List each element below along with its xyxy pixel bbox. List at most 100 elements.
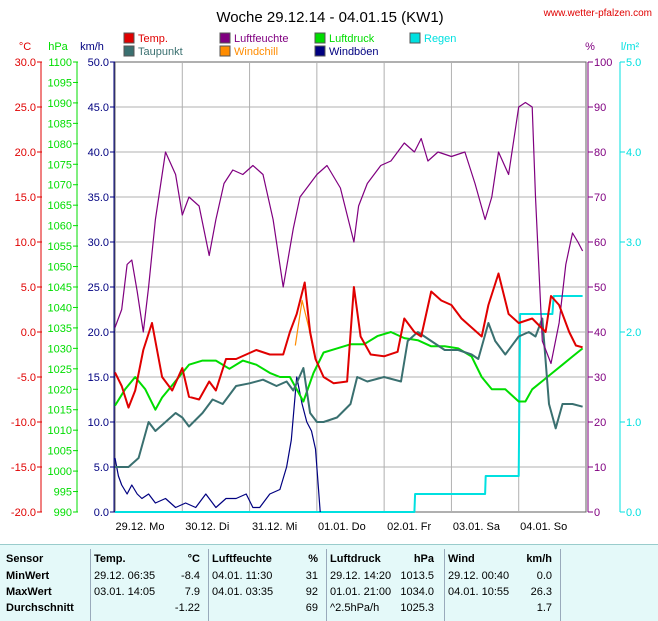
series-line-windboeen xyxy=(114,376,321,513)
humidity-axis-tick-label: 50 xyxy=(594,282,606,294)
x-tick-label: 03.01. Sa xyxy=(453,521,501,533)
wind-unit-label: km/h xyxy=(80,41,104,53)
stats-header: Wind xyxy=(448,553,475,565)
series-line-luftfeuchte xyxy=(114,101,584,365)
pressure-axis-tick-label: 1030 xyxy=(48,343,72,355)
chart-title: Woche 29.12.14 - 04.01.15 (KW1) xyxy=(216,9,443,26)
pressure-axis-tick-label: 1015 xyxy=(48,405,72,417)
stats-temp-value: 7.9 xyxy=(184,586,200,598)
pressure-axis-tick-label: 1000 xyxy=(48,466,72,478)
rain-axis-tick-label: 0.0 xyxy=(626,507,641,519)
pressure-axis-tick-label: 1025 xyxy=(48,364,72,376)
stats-humidity-value: 31 xyxy=(305,570,318,582)
temp-axis-tick-label: -10.0 xyxy=(11,417,36,429)
legend-label-temp: Temp. xyxy=(138,33,168,45)
stats-header: Luftdruck xyxy=(330,553,381,565)
humidity-axis-tick-label: 0 xyxy=(594,507,600,519)
table-column-divider xyxy=(444,549,445,621)
stats-wind-value: 0.0 xyxy=(536,570,552,582)
humidity-axis-tick-label: 20 xyxy=(594,417,606,429)
pressure-axis-tick-label: 1010 xyxy=(48,425,72,437)
stats-pressure-time: 01.01. 21:00 xyxy=(330,586,392,598)
stats-header: Temp. xyxy=(94,553,126,565)
pressure-axis-tick-label: 1055 xyxy=(48,241,72,253)
temp-axis-tick-label: 10.0 xyxy=(15,237,36,249)
table-column-divider xyxy=(560,549,561,621)
humidity-axis-tick-label: 100 xyxy=(594,57,612,69)
stats-wind-time: 04.01. 10:55 xyxy=(448,586,510,598)
pressure-axis-tick-label: 1095 xyxy=(48,77,72,89)
series-line-taupunkt xyxy=(115,317,583,468)
table-column-divider xyxy=(208,549,209,621)
stats-header: hPa xyxy=(413,553,434,565)
wind-axis-tick-label: 30.0 xyxy=(88,237,109,249)
x-tick-label: 01.01. Do xyxy=(318,521,366,533)
stats-pressure-value: 1013.5 xyxy=(400,570,434,582)
humidity-unit-label: % xyxy=(585,41,595,53)
stats-pressure-time: 29.12. 14:20 xyxy=(330,570,392,582)
x-tick-label: 29.12. Mo xyxy=(116,521,165,533)
pressure-axis-tick-label: 1090 xyxy=(48,98,72,110)
rain-axis-tick-label: 3.0 xyxy=(626,237,641,249)
temp-axis-tick-label: -15.0 xyxy=(11,462,36,474)
rain-axis-tick-label: 4.0 xyxy=(626,147,641,159)
stats-table: Sensor Temp. °C Luftfeuchte% Luftdruck hPa Win… xyxy=(0,544,658,621)
rain-axis-tick-label: 1.0 xyxy=(626,417,641,429)
stats-humidity-value: 69 xyxy=(305,602,318,614)
legend-label-windchill: Windchill xyxy=(234,46,278,58)
wind-axis-tick-label: 10.0 xyxy=(88,417,109,429)
stats-header: km/h xyxy=(526,553,552,565)
pressure-axis-tick-label: 1065 xyxy=(48,200,72,212)
humidity-axis-tick-label: 40 xyxy=(594,327,606,339)
legend-swatch-luftfeuchte xyxy=(219,32,231,44)
legend-swatch-windboeen xyxy=(314,45,326,57)
stats-temp-time: 29.12. 06:35 xyxy=(94,570,156,582)
stats-temp-time: 03.01. 14:05 xyxy=(94,586,156,598)
wind-axis-tick-label: 35.0 xyxy=(88,192,109,204)
pressure-axis-tick-label: 1085 xyxy=(48,118,72,130)
pressure-axis-tick-label: 1100 xyxy=(48,57,72,69)
legend-swatch-windchill xyxy=(219,45,231,57)
legend-label-windboeen: Windböen xyxy=(329,46,379,58)
chart-grid xyxy=(114,61,587,513)
stats-wind-value: 1.7 xyxy=(536,602,552,614)
pressure-axis-tick-label: 1005 xyxy=(48,446,72,458)
humidity-axis-tick-label: 90 xyxy=(594,102,606,114)
x-tick-label: 31.12. Mi xyxy=(252,521,297,533)
series-line-regen xyxy=(115,295,583,513)
pressure-axis-tick-label: 1060 xyxy=(48,221,72,233)
wind-axis-tick-label: 25.0 xyxy=(88,282,109,294)
pressure-axis-tick-label: 995 xyxy=(54,487,72,499)
temp-axis-tick-label: 25.0 xyxy=(15,102,36,114)
temp-axis-tick-label: 15.0 xyxy=(15,192,36,204)
pressure-unit-label: hPa xyxy=(48,41,68,53)
stats-header: Luftfeuchte xyxy=(212,553,272,565)
stats-row-label: MinWert xyxy=(6,570,50,582)
temp-axis-tick-label: 30.0 xyxy=(15,57,36,69)
rain-unit-label: l/m² xyxy=(621,41,640,53)
axes-layer: 30.0 25.0 20.0 15.0 10.0 5.0 0.0 -5.0 -10.0 -15.0… xyxy=(11,41,641,533)
temp-axis-tick-label: -5.0 xyxy=(17,372,36,384)
wind-axis-tick-label: 0.0 xyxy=(94,507,109,519)
wind-axis-tick-label: 15.0 xyxy=(88,372,109,384)
stats-temp-value: -1.22 xyxy=(174,602,200,614)
humidity-axis-tick-label: 30 xyxy=(594,372,606,384)
legend-label-taupunkt: Taupunkt xyxy=(138,46,183,58)
pressure-axis-tick-label: 1035 xyxy=(48,323,72,335)
pressure-axis-tick-label: 1070 xyxy=(48,180,72,192)
series-line-temp xyxy=(114,272,583,409)
temp-axis-tick-label: 20.0 xyxy=(15,147,36,159)
legend-swatch-regen xyxy=(409,32,421,44)
pressure-axis-tick-label: 1045 xyxy=(48,282,72,294)
stats-humidity-value: 92 xyxy=(305,586,318,598)
humidity-axis-tick-label: 80 xyxy=(594,147,606,159)
stats-row-label: MaxWert xyxy=(6,586,52,598)
legend-label-luftfeuchte: Luftfeuchte xyxy=(234,33,288,45)
legend-label-regen: Regen xyxy=(424,33,456,45)
site-url[interactable]: www.wetter-pfalzen.com xyxy=(543,8,652,19)
stats-header: % xyxy=(308,553,318,565)
stats-header: °C xyxy=(187,553,200,565)
stats-pressure-value: 1034.0 xyxy=(400,586,434,598)
humidity-axis-tick-label: 10 xyxy=(594,462,606,474)
